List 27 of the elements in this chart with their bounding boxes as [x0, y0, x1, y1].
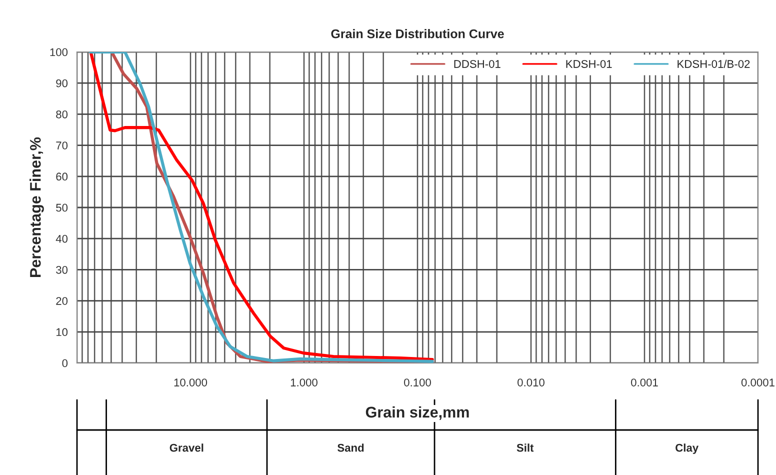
text: Silt — [516, 444, 534, 452]
x-tick-label: 10.000 — [174, 378, 208, 386]
y-tick-label: 70 — [56, 142, 68, 150]
legend-label: DDSH-01 — [454, 60, 500, 68]
y-tick-label: 40 — [56, 234, 68, 243]
y-tick-label: 80 — [56, 110, 68, 118]
legend-label: KDSH-01/B-02 — [678, 60, 750, 68]
chart-title: Grain Size Distribution Curve — [331, 29, 504, 38]
text: Clay — [676, 444, 699, 454]
y-tick-label: 10 — [56, 328, 68, 336]
y-tick-label: 90 — [56, 79, 68, 88]
x-tick-label: 1.000 — [290, 378, 318, 386]
x-tick-label: 0.001 — [631, 378, 658, 386]
y-tick-label: 50 — [56, 204, 68, 212]
legend-label: KDSH-01 — [566, 60, 612, 68]
y-tick-label: 100 — [50, 48, 68, 56]
x-tick-label: 0.010 — [518, 378, 544, 386]
x-axis-title: Grain size,mm — [366, 406, 469, 420]
y-tick-label: 20 — [56, 297, 68, 305]
text: Sand — [338, 444, 364, 452]
y-tick-label: 0 — [62, 359, 68, 368]
y-axis-title: Percentage Finer,% — [30, 137, 44, 277]
x-tick-label: 0.100 — [404, 378, 431, 386]
text: Gravel — [170, 444, 204, 452]
y-tick-label: 60 — [56, 172, 68, 181]
x-tick-label: 0.0001 — [741, 378, 774, 386]
y-tick-label: 30 — [56, 266, 68, 274]
